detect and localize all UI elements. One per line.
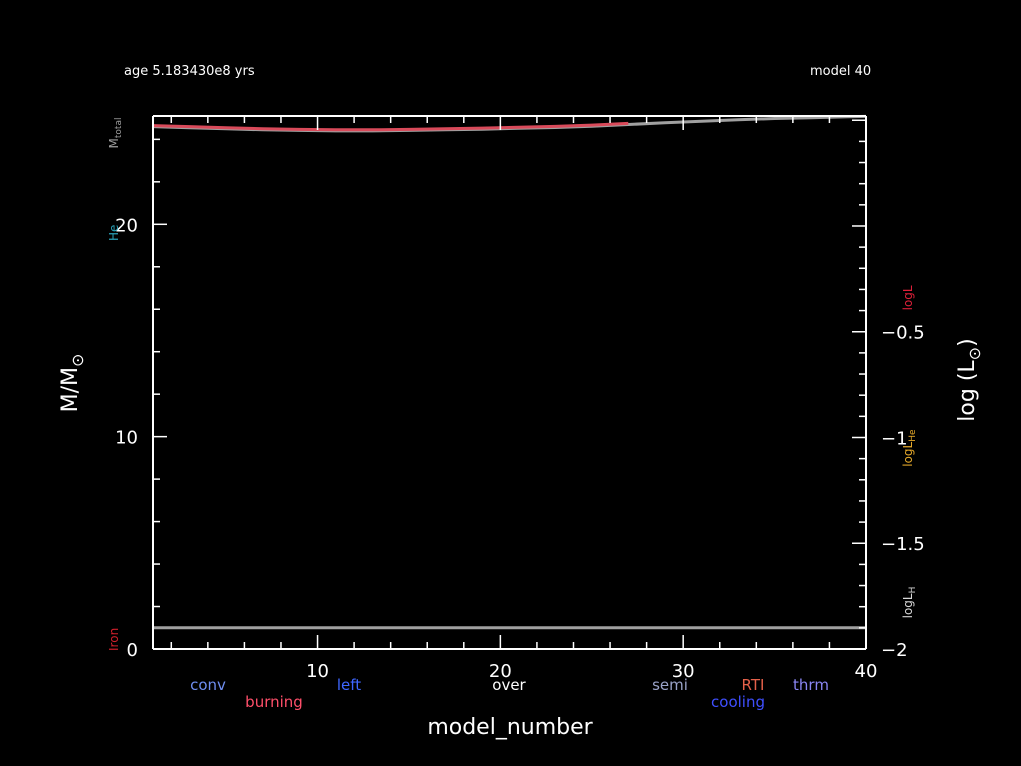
- legend-item-semi: semi: [652, 676, 688, 694]
- series-layer: [152, 114, 867, 630]
- y-left-tick-label: 20: [115, 215, 138, 236]
- y-axis-left-label: M/M: [58, 367, 83, 412]
- right-side-label-0-text: logL: [901, 285, 915, 310]
- legend-item-burning: burning: [245, 693, 303, 711]
- y-right-tick-label: −1.5: [881, 534, 925, 555]
- y-left-tick-label: 0: [127, 640, 138, 661]
- right-side-label-1: logLHe: [901, 429, 918, 467]
- right-side-label-1-sub: He: [908, 429, 918, 442]
- right-side-label-2-text: logLH: [901, 587, 918, 619]
- y-right-tick-label: −1: [881, 428, 908, 449]
- sun-symbol-left: ⊙: [68, 354, 87, 367]
- right-side-label-0: logL: [901, 285, 915, 310]
- legend-item-over: over: [492, 676, 526, 694]
- right-side-label-2-main: logL: [901, 593, 915, 618]
- y-axis-right-title: log (L⊙): [955, 338, 984, 421]
- right-side-label-1-text: logLHe: [901, 429, 918, 467]
- y-axis-right-label: log (L: [955, 360, 980, 422]
- x-axis-label: model_number: [427, 715, 593, 740]
- right-side-label-1-main: logL: [901, 441, 915, 466]
- series-line-2: [152, 121, 629, 132]
- right-side-label-0-main: logL: [901, 285, 915, 310]
- sun-symbol-right: ⊙: [965, 347, 984, 360]
- y-axis-right-close: ): [955, 338, 980, 347]
- legend-item-cooling: cooling: [711, 693, 765, 711]
- left-side-label-0: Mtotal: [107, 118, 124, 149]
- right-side-label-2-sub: H: [908, 587, 918, 594]
- left-side-label-0-text: Mtotal: [107, 118, 124, 149]
- model-label: model 40: [810, 64, 871, 79]
- svg-text:M/M⊙: M/M⊙: [58, 354, 87, 413]
- y-right-tick-label: −0.5: [881, 323, 925, 344]
- x-tick-label: 10: [306, 661, 329, 682]
- legend-item-left: left: [337, 676, 361, 694]
- left-side-label-2-main: Iron: [107, 628, 121, 651]
- legend-item-thrm: thrm: [793, 676, 829, 694]
- legend-item-conv: conv: [190, 676, 226, 694]
- right-side-label-2: logLH: [901, 587, 918, 619]
- x-tick-label: 30: [672, 661, 695, 682]
- legend-item-RTI: RTI: [742, 676, 765, 694]
- ticks-layer: 10 20 30 40 0 10 20 −2 −1.5 −1 −0.5: [115, 116, 925, 682]
- left-side-label-0-main: M: [107, 138, 121, 148]
- left-side-label-1: He: [107, 225, 121, 241]
- left-side-label-1-text: He: [107, 225, 121, 241]
- age-label: age 5.183430e8 yrs: [124, 64, 255, 79]
- x-tick-label: 40: [855, 661, 878, 682]
- y-right-tick-label: −2: [881, 640, 908, 661]
- left-side-label-2: Iron: [107, 628, 121, 651]
- left-side-label-1-main: He: [107, 225, 121, 241]
- y-left-tick-label: 10: [115, 428, 138, 449]
- y-axis-left-title: M/M⊙: [58, 354, 87, 413]
- left-side-label-0-sub: total: [114, 118, 124, 139]
- left-side-label-2-text: Iron: [107, 628, 121, 651]
- x-tick-label: 20: [489, 661, 512, 682]
- svg-text:log (L⊙): log (L⊙): [955, 338, 984, 421]
